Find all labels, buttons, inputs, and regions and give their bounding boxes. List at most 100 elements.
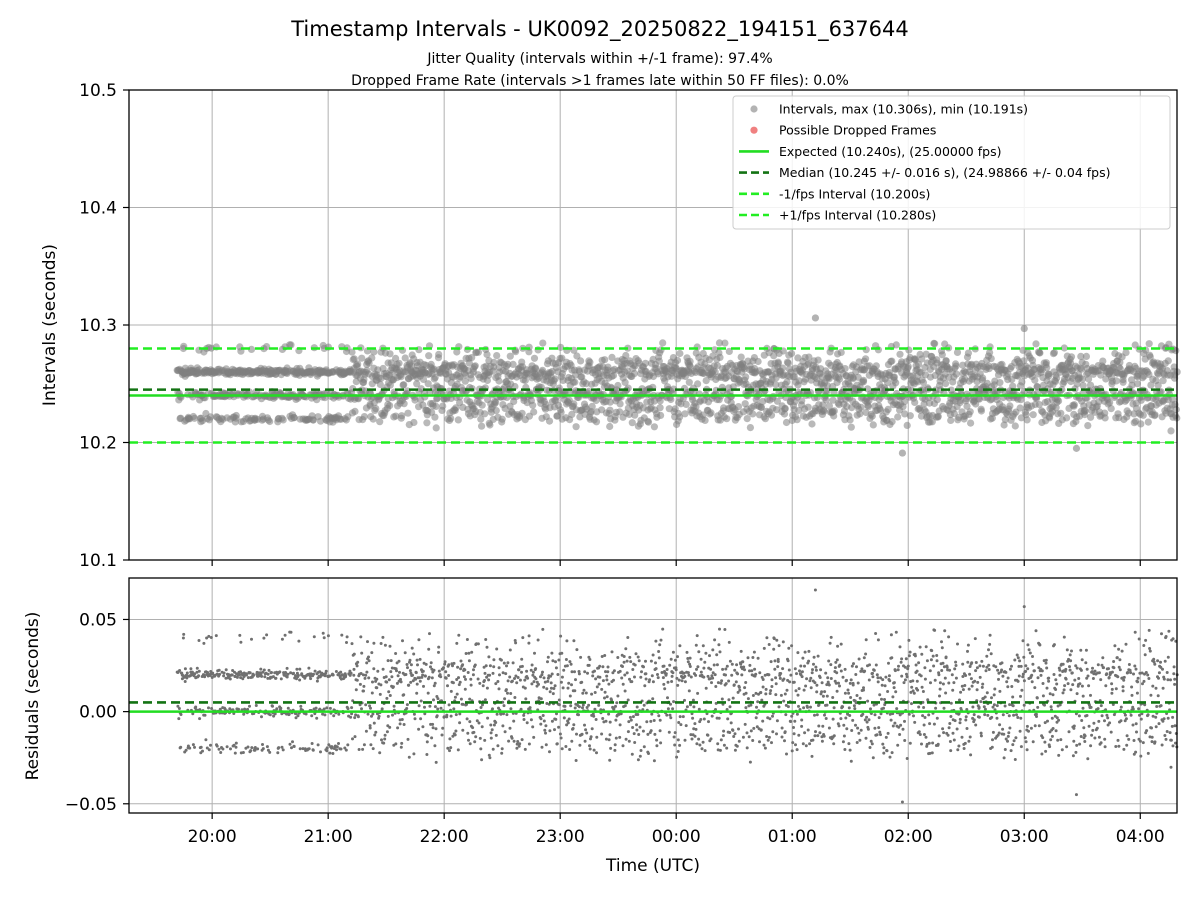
residual-point xyxy=(222,671,226,675)
residual-point xyxy=(806,705,809,709)
interval-point xyxy=(521,376,529,385)
residual-point xyxy=(753,667,757,671)
residual-point xyxy=(311,748,315,752)
interval-point xyxy=(657,411,665,419)
residual-point xyxy=(392,704,396,708)
residual-point xyxy=(931,654,935,658)
residual-point xyxy=(650,674,654,678)
residual-point xyxy=(207,748,211,752)
residual-point xyxy=(779,693,783,697)
residual-point xyxy=(790,644,794,648)
residual-point xyxy=(568,660,572,664)
residual-point xyxy=(656,676,660,680)
residual-point xyxy=(937,673,941,677)
interval-point xyxy=(702,377,710,385)
residual-point xyxy=(608,720,612,724)
residual-point xyxy=(625,659,629,663)
residual-point xyxy=(582,688,586,692)
residual-point xyxy=(878,693,882,697)
residual-point xyxy=(775,732,778,736)
residual-point xyxy=(992,703,996,707)
residual-point xyxy=(458,721,462,725)
residual-point xyxy=(797,733,801,737)
interval-point xyxy=(857,403,865,411)
residual-point xyxy=(616,656,620,659)
residual-point xyxy=(951,688,955,692)
interval-point xyxy=(911,398,919,406)
residual-point xyxy=(249,749,253,753)
residual-point xyxy=(328,751,332,755)
interval-point xyxy=(1099,357,1107,365)
interval-point-extreme xyxy=(898,449,907,457)
residual-point xyxy=(658,718,662,722)
residual-point xyxy=(488,673,492,677)
residual-point xyxy=(703,660,707,664)
residual-point xyxy=(246,745,250,749)
residual-point xyxy=(546,655,550,659)
residual-point xyxy=(642,703,646,707)
interval-point xyxy=(530,408,538,416)
residual-point xyxy=(590,727,594,731)
residual-point xyxy=(250,746,254,750)
residual-point xyxy=(516,740,520,743)
residual-point xyxy=(715,653,719,657)
interval-point xyxy=(410,418,418,427)
residual-point xyxy=(334,670,338,673)
interval-point xyxy=(376,380,384,389)
residual-point xyxy=(574,759,578,762)
residual-point xyxy=(289,630,293,634)
residual-point xyxy=(717,716,721,720)
residual-point xyxy=(353,716,357,720)
residual-point xyxy=(579,655,583,659)
residual-point xyxy=(827,659,831,663)
residual-point xyxy=(895,707,899,711)
residual-point xyxy=(464,652,468,655)
residual-point xyxy=(508,675,512,679)
residual-point xyxy=(604,737,608,741)
interval-point xyxy=(798,397,806,405)
residual-point xyxy=(669,716,673,720)
residual-point xyxy=(974,661,978,664)
residual-point xyxy=(532,680,536,684)
interval-point xyxy=(804,403,812,411)
residual-point xyxy=(691,716,695,720)
interval-point xyxy=(685,378,693,386)
interval-point xyxy=(368,354,376,362)
residual-point xyxy=(352,667,356,671)
residual-point xyxy=(710,681,713,685)
residual-point xyxy=(682,671,686,675)
residual-point xyxy=(754,672,758,676)
residual-point xyxy=(827,683,831,687)
residual-point xyxy=(793,667,797,671)
residual-point xyxy=(882,746,886,750)
residual-point xyxy=(920,742,923,746)
interval-point xyxy=(872,362,880,370)
interval-point xyxy=(754,357,762,366)
residual-point xyxy=(874,632,878,635)
residual-point xyxy=(890,656,894,660)
interval-point xyxy=(716,353,724,361)
residual-point xyxy=(484,664,488,668)
residual-point xyxy=(554,666,558,670)
residual-point xyxy=(614,736,618,740)
residual-point xyxy=(601,665,605,669)
residual-point xyxy=(997,677,1000,681)
interval-point xyxy=(996,379,1004,387)
residual-point xyxy=(435,714,439,718)
residual-point xyxy=(888,755,892,759)
residual-point xyxy=(409,680,413,684)
residual-point xyxy=(876,638,880,642)
residual-point xyxy=(864,652,868,656)
residual-point xyxy=(459,667,463,671)
residual-point xyxy=(665,713,669,717)
residual-point xyxy=(819,668,823,672)
residual-point xyxy=(843,667,847,671)
residual-point xyxy=(964,718,968,722)
interval-point xyxy=(896,350,904,358)
residual-point xyxy=(771,714,774,718)
residual-point xyxy=(692,705,696,709)
residual-point xyxy=(631,715,635,719)
interval-point xyxy=(1036,349,1044,357)
interval-point xyxy=(545,417,554,425)
interval-point xyxy=(432,402,440,410)
